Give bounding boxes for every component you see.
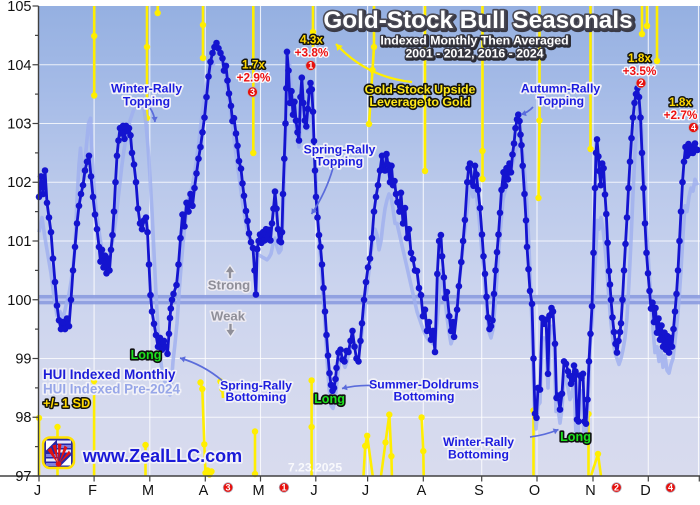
svg-text:A: A	[417, 483, 427, 499]
svg-text:J: J	[34, 483, 41, 499]
svg-text:102: 102	[7, 175, 31, 191]
svg-text:HUI Indexed Monthly: HUI Indexed Monthly	[43, 367, 176, 382]
svg-text:105: 105	[7, 0, 31, 15]
svg-text:103: 103	[7, 117, 31, 133]
svg-text:104: 104	[7, 58, 31, 74]
svg-text:2: 2	[614, 483, 619, 493]
svg-text:Weak: Weak	[211, 309, 246, 324]
svg-text:Bottoming: Bottoming	[448, 447, 509, 461]
svg-text:2001 - 2012, 2016 - 2024: 2001 - 2012, 2016 - 2024	[405, 47, 543, 61]
svg-text:1: 1	[308, 61, 313, 71]
svg-text:7.23.2025: 7.23.2025	[288, 461, 342, 475]
svg-text:Topping: Topping	[537, 94, 584, 108]
svg-text:3: 3	[250, 87, 255, 97]
svg-text:Bottoming: Bottoming	[226, 390, 287, 404]
svg-text:Indexed Monthly Then Averaged: Indexed Monthly Then Averaged	[380, 34, 568, 48]
svg-text:+2.7%: +2.7%	[664, 108, 698, 122]
svg-text:97: 97	[15, 469, 31, 485]
svg-text:99: 99	[15, 352, 31, 368]
svg-text:A: A	[199, 483, 209, 499]
svg-text:Topping: Topping	[123, 95, 170, 109]
svg-text:J: J	[362, 483, 369, 499]
svg-text:+3.5%: +3.5%	[623, 64, 657, 78]
svg-text:1: 1	[281, 483, 286, 493]
svg-text:101: 101	[7, 234, 31, 250]
svg-text:1.8x: 1.8x	[628, 51, 651, 65]
svg-text:Bottoming: Bottoming	[394, 390, 455, 404]
svg-text:J: J	[310, 483, 317, 499]
svg-text:Long: Long	[314, 392, 345, 406]
svg-text:Leverage to Gold: Leverage to Gold	[369, 95, 470, 109]
svg-text:4.3x: 4.3x	[300, 33, 323, 47]
svg-text:1.8x: 1.8x	[669, 95, 692, 109]
svg-text:+/- 1 SD: +/- 1 SD	[43, 396, 90, 411]
svg-text:Long: Long	[131, 348, 162, 362]
svg-text:F: F	[88, 483, 97, 499]
svg-text:98: 98	[15, 410, 31, 426]
svg-text:Winter-Rally: Winter-Rally	[111, 82, 182, 96]
svg-text:4: 4	[691, 123, 696, 133]
svg-text:N: N	[585, 483, 595, 499]
svg-text:M: M	[142, 483, 154, 499]
svg-text:HUI Indexed Pre-2024: HUI Indexed Pre-2024	[43, 382, 180, 397]
svg-text:M: M	[252, 483, 264, 499]
svg-text:Gold-Stock Bull Seasonals: Gold-Stock Bull Seasonals	[323, 7, 632, 34]
svg-text:1.7x: 1.7x	[242, 58, 265, 72]
svg-text:www.ZealLLC.com: www.ZealLLC.com	[82, 446, 242, 466]
svg-text:2: 2	[638, 78, 643, 88]
svg-text:100: 100	[7, 293, 31, 309]
svg-text:Long: Long	[560, 430, 591, 444]
svg-text:+3.8%: +3.8%	[295, 46, 329, 60]
svg-text:+2.9%: +2.9%	[237, 71, 271, 85]
svg-text:S: S	[474, 483, 484, 499]
svg-text:Topping: Topping	[316, 155, 363, 169]
svg-text:Strong: Strong	[208, 278, 251, 293]
svg-text:D: D	[640, 483, 650, 499]
svg-text:O: O	[529, 483, 540, 499]
svg-text:4: 4	[668, 483, 673, 493]
svg-text:3: 3	[225, 483, 230, 493]
